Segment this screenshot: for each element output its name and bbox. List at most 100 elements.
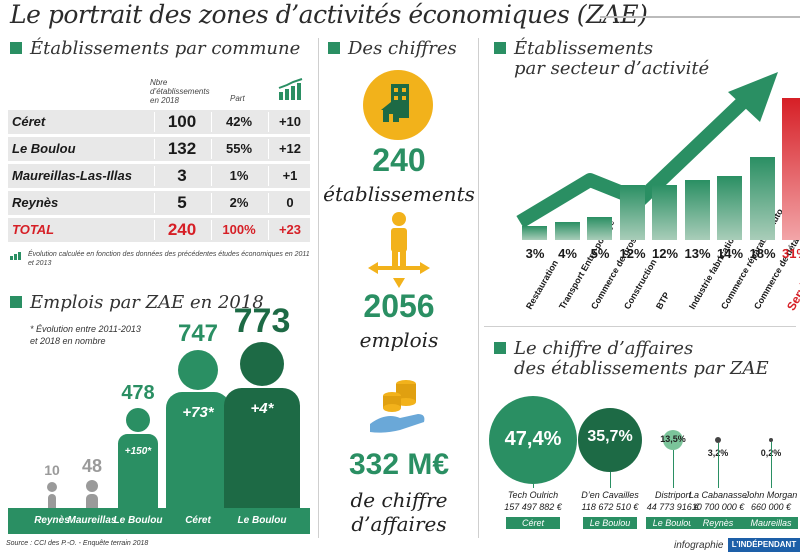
table-cell-separator (268, 112, 269, 132)
chiffre-emplois-label: emplois (359, 328, 439, 352)
ca-zone-tag: Le Boulou (646, 517, 700, 529)
commune-count: 3 (177, 166, 187, 185)
ca-bubble (663, 430, 683, 450)
table-header: Nbre d’établissements en 2018 Part (150, 78, 310, 114)
ca-percent-label: 47,4% (504, 428, 562, 450)
table-cell-separator (211, 166, 212, 186)
person-head-icon (47, 482, 57, 492)
credit-prefix: infographie (674, 540, 724, 551)
ca-company-name: John Morgan (744, 490, 798, 500)
sector-percent-label: 18% (749, 246, 776, 261)
ca-zone-tag: Reynès (691, 517, 745, 529)
emploi-zone-label: Reynès (34, 515, 70, 526)
table-cell-separator (268, 166, 269, 186)
commune-share: 55% (225, 141, 253, 156)
commune-evolution: +10 (278, 114, 302, 129)
sector-percent-label: 31% (782, 246, 800, 261)
table-cell-separator (211, 193, 212, 213)
table-cell-separator (211, 220, 212, 240)
ca-amount: 10 700 000 € (691, 502, 745, 512)
person-body-icon (223, 388, 301, 508)
commune-evolution: +1 (282, 168, 298, 183)
table-row: Le Boulou 132 55% +12 (8, 137, 310, 161)
ca-company-name: La Cabanasse (688, 490, 748, 500)
section-marker-icon (494, 42, 506, 54)
chiffre-ca-label-l1: de chiffre (350, 488, 448, 512)
table-row: Maureillas-Las-Illas 3 1% +1 (8, 164, 310, 188)
table-row: Céret 100 42% +10 (8, 110, 310, 134)
ca-zone-tag: Maureillas (744, 517, 798, 529)
commune-share: 2% (229, 195, 249, 210)
ca-connector-line (673, 450, 674, 488)
section-marker-icon (328, 42, 340, 54)
person-body-icon (166, 392, 230, 508)
row-divider (484, 326, 796, 327)
commune-name: Le Boulou (12, 141, 76, 156)
commune-count: 100 (167, 112, 197, 131)
commune-evolution: +12 (278, 141, 302, 156)
commune-name: Reynès (12, 195, 59, 210)
section-marker-icon (10, 296, 22, 308)
ca-company-name: Distriport (654, 490, 691, 500)
emploi-evolution-label: +73* (182, 404, 214, 422)
person-head-icon (126, 407, 150, 432)
ca-percent-label: 3,2% (688, 448, 748, 458)
person-head-icon (240, 342, 284, 386)
emploi-zone-label: Céret (185, 515, 211, 526)
chiffre-etablissements-value: 240 (372, 142, 426, 178)
table-cell-separator (154, 112, 155, 132)
sector-bar (684, 180, 710, 240)
commune-share: 1% (229, 168, 249, 183)
sector-percent-label: 14% (717, 246, 744, 261)
sector-bar (652, 184, 677, 240)
section-heading-secteurs-l2: par secteur d’activité (514, 58, 710, 79)
sector-category-label: Construction (621, 257, 659, 311)
brand-logo: L’INDÉPENDANT (728, 538, 800, 552)
section-heading-emplois: Emplois par ZAE en 2018 (10, 292, 264, 313)
ca-bubble (578, 408, 642, 472)
commune-count: 5 (177, 193, 187, 212)
source-note: Source : CCI des P.-O. - Enquête terrain… (6, 540, 149, 547)
column-divider-left (318, 38, 319, 538)
column-divider-right (478, 38, 479, 538)
table-total-row: TOTAL 240 100% +23 (8, 218, 310, 242)
sector-percent-label: 12% (652, 246, 679, 261)
sector-bar (587, 217, 612, 240)
ca-percent-label: 35,7% (587, 428, 633, 445)
table-cell-separator (154, 139, 155, 159)
section-marker-icon (10, 42, 22, 54)
table-cell-separator (268, 220, 269, 240)
coins-hand-icon (370, 380, 425, 433)
table-cell-separator (154, 166, 155, 186)
sector-percent-label: 3% (525, 246, 545, 261)
emplois-baseline (8, 508, 310, 534)
person-head-icon (178, 350, 218, 391)
table-row: Reynès 5 2% 0 (8, 191, 310, 215)
column-header-part: Part (230, 94, 245, 103)
person-body-icon (86, 494, 98, 508)
buildings-icon (363, 70, 433, 140)
chiffre-ca-value: 332 M€ (348, 448, 450, 481)
person-arrows-icon (368, 212, 430, 288)
sector-bar (782, 97, 800, 240)
chiffre-etablissements-label: établissements (323, 182, 475, 206)
trend-arrow-icon (516, 72, 778, 229)
emploi-zone-label: Maureillas (67, 515, 117, 526)
table-cell-separator (268, 139, 269, 159)
ca-bubble (489, 396, 577, 484)
sector-bar (554, 221, 580, 240)
section-marker-icon (494, 342, 506, 354)
ca-company-name: Tech Oulrich (507, 490, 559, 500)
person-body-icon (118, 433, 158, 508)
emploi-zone-label: Le Boulou (113, 515, 163, 526)
table-cell-separator (211, 112, 212, 132)
ca-amount: 44 773 916 € (646, 502, 700, 512)
chiffre-ca-label-l2: d’affaires (351, 512, 447, 536)
sector-percent-label: 5% (590, 246, 610, 261)
table-cell-separator (211, 139, 212, 159)
growth-chart-icon (278, 78, 303, 100)
emploi-value-label: 747 (177, 320, 219, 348)
commune-name: Maureillas-Las-Illas (12, 168, 132, 183)
person-head-icon (86, 480, 98, 492)
table-cell-separator (154, 220, 155, 240)
